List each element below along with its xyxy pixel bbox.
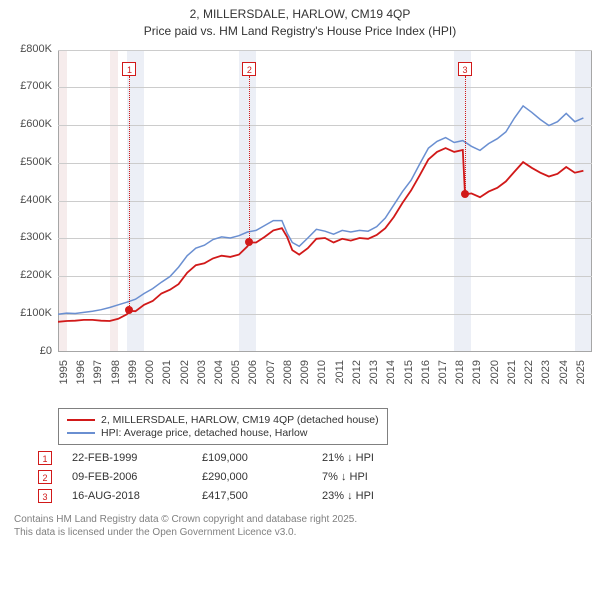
x-tick-label: 2016 (420, 360, 432, 390)
marker-dot (125, 306, 133, 314)
x-tick-label: 1996 (75, 360, 87, 390)
marker-box: 3 (458, 62, 472, 76)
series-price_paid (58, 148, 583, 322)
marker-line (249, 76, 250, 243)
x-tick-label: 2004 (213, 360, 225, 390)
chart-lines (8, 44, 594, 354)
x-tick-label: 2009 (299, 360, 311, 390)
sales-table: 1 22-FEB-1999 £109,000 21% ↓ HPI 2 09-FEB-200… (38, 451, 592, 503)
x-tick-label: 2007 (265, 360, 277, 390)
sale-price: £109,000 (202, 452, 302, 464)
sale-price: £290,000 (202, 471, 302, 483)
legend-item: HPI: Average price, detached house, Harl… (67, 427, 379, 439)
x-tick-label: 2025 (575, 360, 587, 390)
legend-swatch (67, 432, 95, 434)
x-tick-label: 2000 (144, 360, 156, 390)
x-tick-label: 2003 (196, 360, 208, 390)
x-tick-label: 2015 (403, 360, 415, 390)
sale-row: 1 22-FEB-1999 £109,000 21% ↓ HPI (38, 451, 592, 465)
footer: Contains HM Land Registry data © Crown c… (14, 513, 592, 539)
marker-line (129, 76, 130, 311)
x-tick-label: 2021 (506, 360, 518, 390)
chart: £0£100K£200K£300K£400K£500K£600K£700K£80… (8, 44, 592, 404)
sale-date: 09-FEB-2006 (72, 471, 182, 483)
x-tick-label: 2019 (471, 360, 483, 390)
sale-row: 3 16-AUG-2018 £417,500 23% ↓ HPI (38, 489, 592, 503)
title-address: 2, MILLERSDALE, HARLOW, CM19 4QP (8, 6, 592, 23)
x-tick-label: 2017 (437, 360, 449, 390)
x-tick-label: 1998 (110, 360, 122, 390)
footer-line2: This data is licensed under the Open Gov… (14, 526, 592, 539)
marker-box: 1 (122, 62, 136, 76)
sale-marker: 2 (38, 470, 52, 484)
x-tick-label: 2018 (454, 360, 466, 390)
sale-diff: 21% ↓ HPI (322, 452, 442, 464)
x-tick-label: 2014 (385, 360, 397, 390)
marker-dot (461, 190, 469, 198)
x-tick-label: 2022 (523, 360, 535, 390)
x-tick-label: 1995 (58, 360, 70, 390)
sale-date: 16-AUG-2018 (72, 490, 182, 502)
series-hpi (58, 105, 583, 313)
x-tick-label: 2001 (161, 360, 173, 390)
sale-diff: 7% ↓ HPI (322, 471, 442, 483)
x-tick-label: 2023 (540, 360, 552, 390)
sale-diff: 23% ↓ HPI (322, 490, 442, 502)
x-tick-label: 2011 (334, 360, 346, 390)
x-tick-label: 2006 (247, 360, 259, 390)
legend-swatch (67, 419, 95, 421)
legend-label: HPI: Average price, detached house, Harl… (101, 427, 307, 439)
marker-box: 2 (242, 62, 256, 76)
x-tick-label: 2020 (489, 360, 501, 390)
sale-date: 22-FEB-1999 (72, 452, 182, 464)
x-tick-label: 2013 (368, 360, 380, 390)
sale-price: £417,500 (202, 490, 302, 502)
x-tick-label: 2008 (282, 360, 294, 390)
marker-line (465, 76, 466, 194)
legend: 2, MILLERSDALE, HARLOW, CM19 4QP (detach… (58, 408, 388, 445)
x-tick-label: 2002 (179, 360, 191, 390)
sale-row: 2 09-FEB-2006 £290,000 7% ↓ HPI (38, 470, 592, 484)
x-tick-label: 1997 (92, 360, 104, 390)
legend-item: 2, MILLERSDALE, HARLOW, CM19 4QP (detach… (67, 414, 379, 426)
x-tick-label: 2024 (558, 360, 570, 390)
title-subtitle: Price paid vs. HM Land Registry's House … (8, 23, 592, 40)
x-tick-label: 1999 (127, 360, 139, 390)
x-tick-label: 2005 (230, 360, 242, 390)
x-tick-label: 2012 (351, 360, 363, 390)
legend-label: 2, MILLERSDALE, HARLOW, CM19 4QP (detach… (101, 414, 379, 426)
sale-marker: 1 (38, 451, 52, 465)
sale-marker: 3 (38, 489, 52, 503)
x-tick-label: 2010 (316, 360, 328, 390)
footer-line1: Contains HM Land Registry data © Crown c… (14, 513, 592, 526)
marker-dot (245, 238, 253, 246)
